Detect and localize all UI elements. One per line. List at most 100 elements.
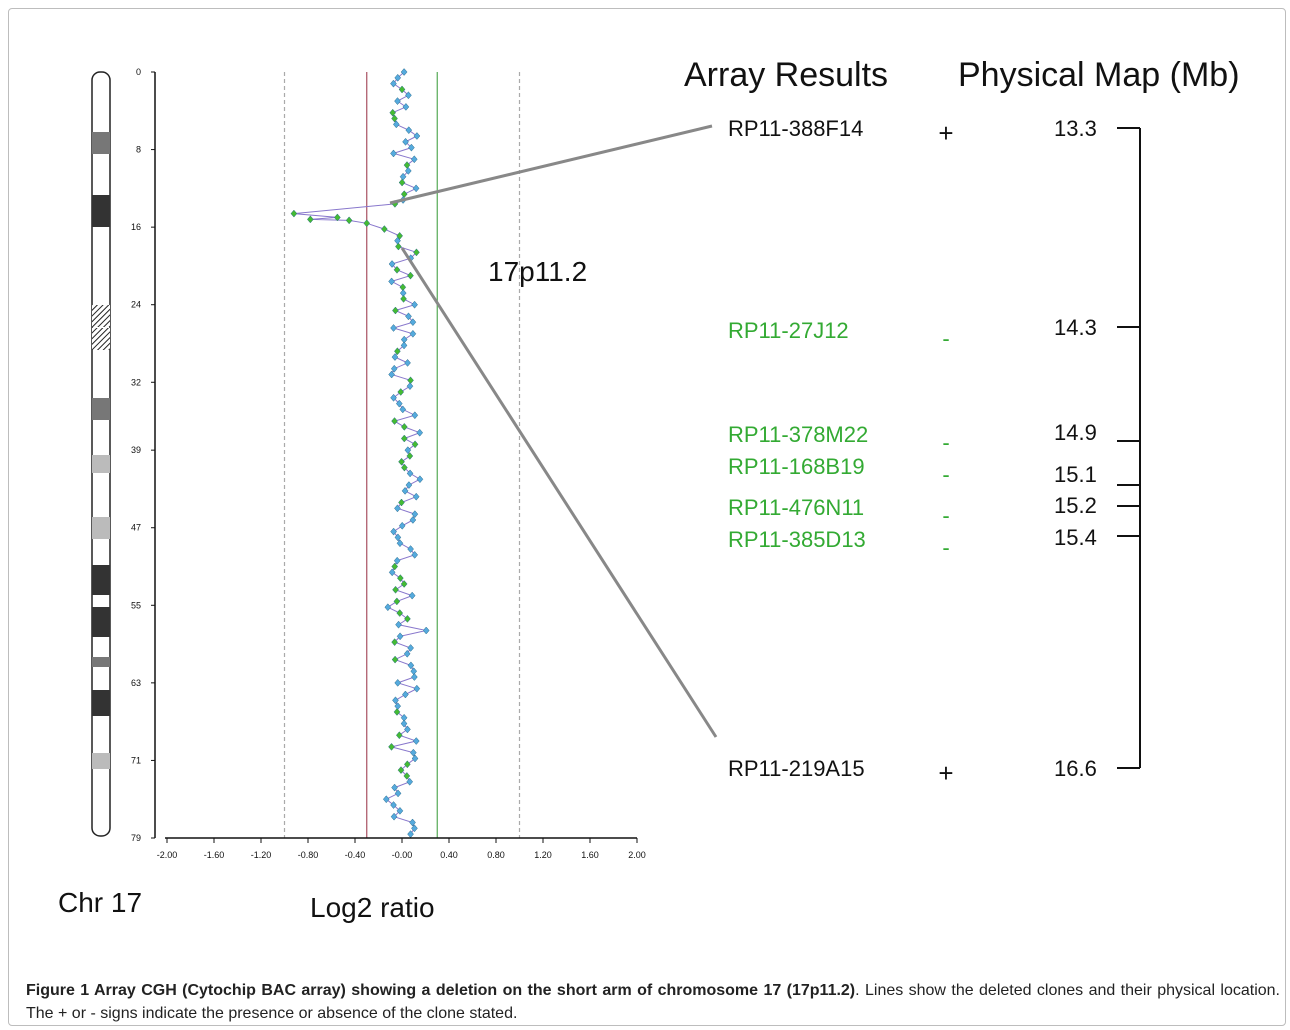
data-point: [400, 580, 408, 588]
data-point: [393, 556, 401, 565]
x-tick-label: 1.20: [534, 850, 552, 860]
data-point: [400, 295, 407, 303]
x-tick-label: -0.80: [298, 850, 319, 860]
array-results-header: Array Results: [684, 56, 888, 94]
log2-trace: [290, 68, 430, 839]
data-point: [391, 783, 398, 792]
chromosome-band: [92, 753, 110, 769]
data-point: [393, 708, 401, 716]
y-tick-label: 39: [131, 445, 141, 455]
data-point: [408, 591, 416, 600]
plot-axes: 0 8 16 24 32 39 47 55 63 71 79 -2.00 -1.60 -1.20 -0.80…: [131, 67, 646, 860]
data-point: [388, 742, 395, 751]
data-point: [401, 463, 408, 472]
data-point: [391, 114, 398, 123]
y-tick-label: 71: [131, 755, 141, 765]
data-point: [411, 673, 418, 681]
data-point: [391, 638, 398, 647]
data-point: [407, 545, 414, 553]
x-tick-label: -1.20: [251, 850, 272, 860]
data-point: [412, 184, 420, 193]
data-point: [381, 225, 388, 233]
data-point: [391, 562, 399, 571]
physical-map-bracket: [1117, 127, 1141, 769]
chromosome-band: [92, 565, 110, 595]
data-point: [416, 428, 424, 437]
chromosome-ideogram: [91, 71, 111, 837]
x-axis-label: Log2 ratio: [310, 892, 435, 923]
data-point: [405, 312, 412, 321]
chromosome-band: [92, 132, 110, 154]
data-point: [394, 533, 402, 542]
data-point: [411, 824, 418, 833]
y-tick-label: 32: [131, 377, 141, 387]
data-point: [394, 678, 402, 687]
data-point: [400, 190, 408, 199]
data-point: [391, 655, 399, 664]
data-point: [404, 167, 412, 175]
data-point: [388, 370, 395, 379]
data-point: [416, 475, 424, 484]
data-point: [407, 376, 414, 385]
data-point: [399, 405, 407, 414]
data-point: [395, 242, 402, 251]
figure-frame: [8, 8, 1286, 1026]
data-point: [411, 510, 419, 519]
clone-sign: +: [938, 118, 953, 148]
data-point: [400, 434, 408, 443]
data-point: [413, 248, 420, 257]
data-point: [396, 539, 404, 548]
data-point: [410, 667, 418, 676]
chromosome-band: [92, 305, 110, 327]
data-point: [407, 644, 414, 652]
clone-name: RP11-27J12: [728, 318, 849, 343]
clone-sign: -: [942, 462, 949, 487]
data-point: [410, 155, 418, 164]
data-point: [413, 132, 421, 140]
data-point: [398, 178, 406, 187]
data-point: [398, 521, 406, 530]
x-tick-label: -1.60: [204, 850, 225, 860]
x-tick-label: 0.40: [440, 850, 458, 860]
data-point: [404, 359, 411, 367]
data-point: [406, 469, 414, 478]
data-point: [394, 347, 401, 356]
data-point: [404, 760, 411, 769]
data-point: [392, 585, 399, 594]
data-point: [405, 126, 413, 135]
data-point: [395, 399, 403, 408]
data-point: [403, 772, 411, 780]
y-tick-label: 8: [136, 145, 141, 155]
clone-name: RP11-388F14: [728, 116, 863, 141]
data-point: [395, 731, 403, 740]
data-point: [345, 216, 353, 225]
y-tick-label: 55: [131, 600, 141, 610]
data-point: [390, 393, 397, 402]
data-point: [388, 568, 396, 577]
data-point: [290, 209, 298, 218]
clone-position-mb: 16.6: [1054, 756, 1097, 781]
chromosome-band: [92, 455, 110, 473]
clone-sign: -: [942, 326, 949, 351]
data-point: [407, 661, 415, 670]
data-point: [408, 143, 415, 152]
y-tick-label: 79: [131, 833, 141, 843]
data-point: [412, 737, 420, 745]
data-point: [393, 597, 401, 606]
chromosome-band: [92, 398, 110, 420]
data-point: [384, 603, 392, 612]
data-point: [410, 748, 417, 757]
data-point: [402, 103, 410, 111]
data-point: [390, 527, 397, 536]
data-point: [397, 574, 404, 583]
x-tick-label: 0.80: [487, 850, 505, 860]
clone-sign: -: [942, 503, 949, 528]
data-point: [396, 806, 404, 815]
clone-position-mb: 15.2: [1054, 493, 1097, 518]
y-tick-label: 47: [131, 523, 141, 533]
x-tick-label: -2.00: [157, 850, 178, 860]
clone-name: RP11-385D13: [728, 527, 866, 552]
data-point: [409, 329, 417, 338]
data-point: [392, 120, 400, 129]
